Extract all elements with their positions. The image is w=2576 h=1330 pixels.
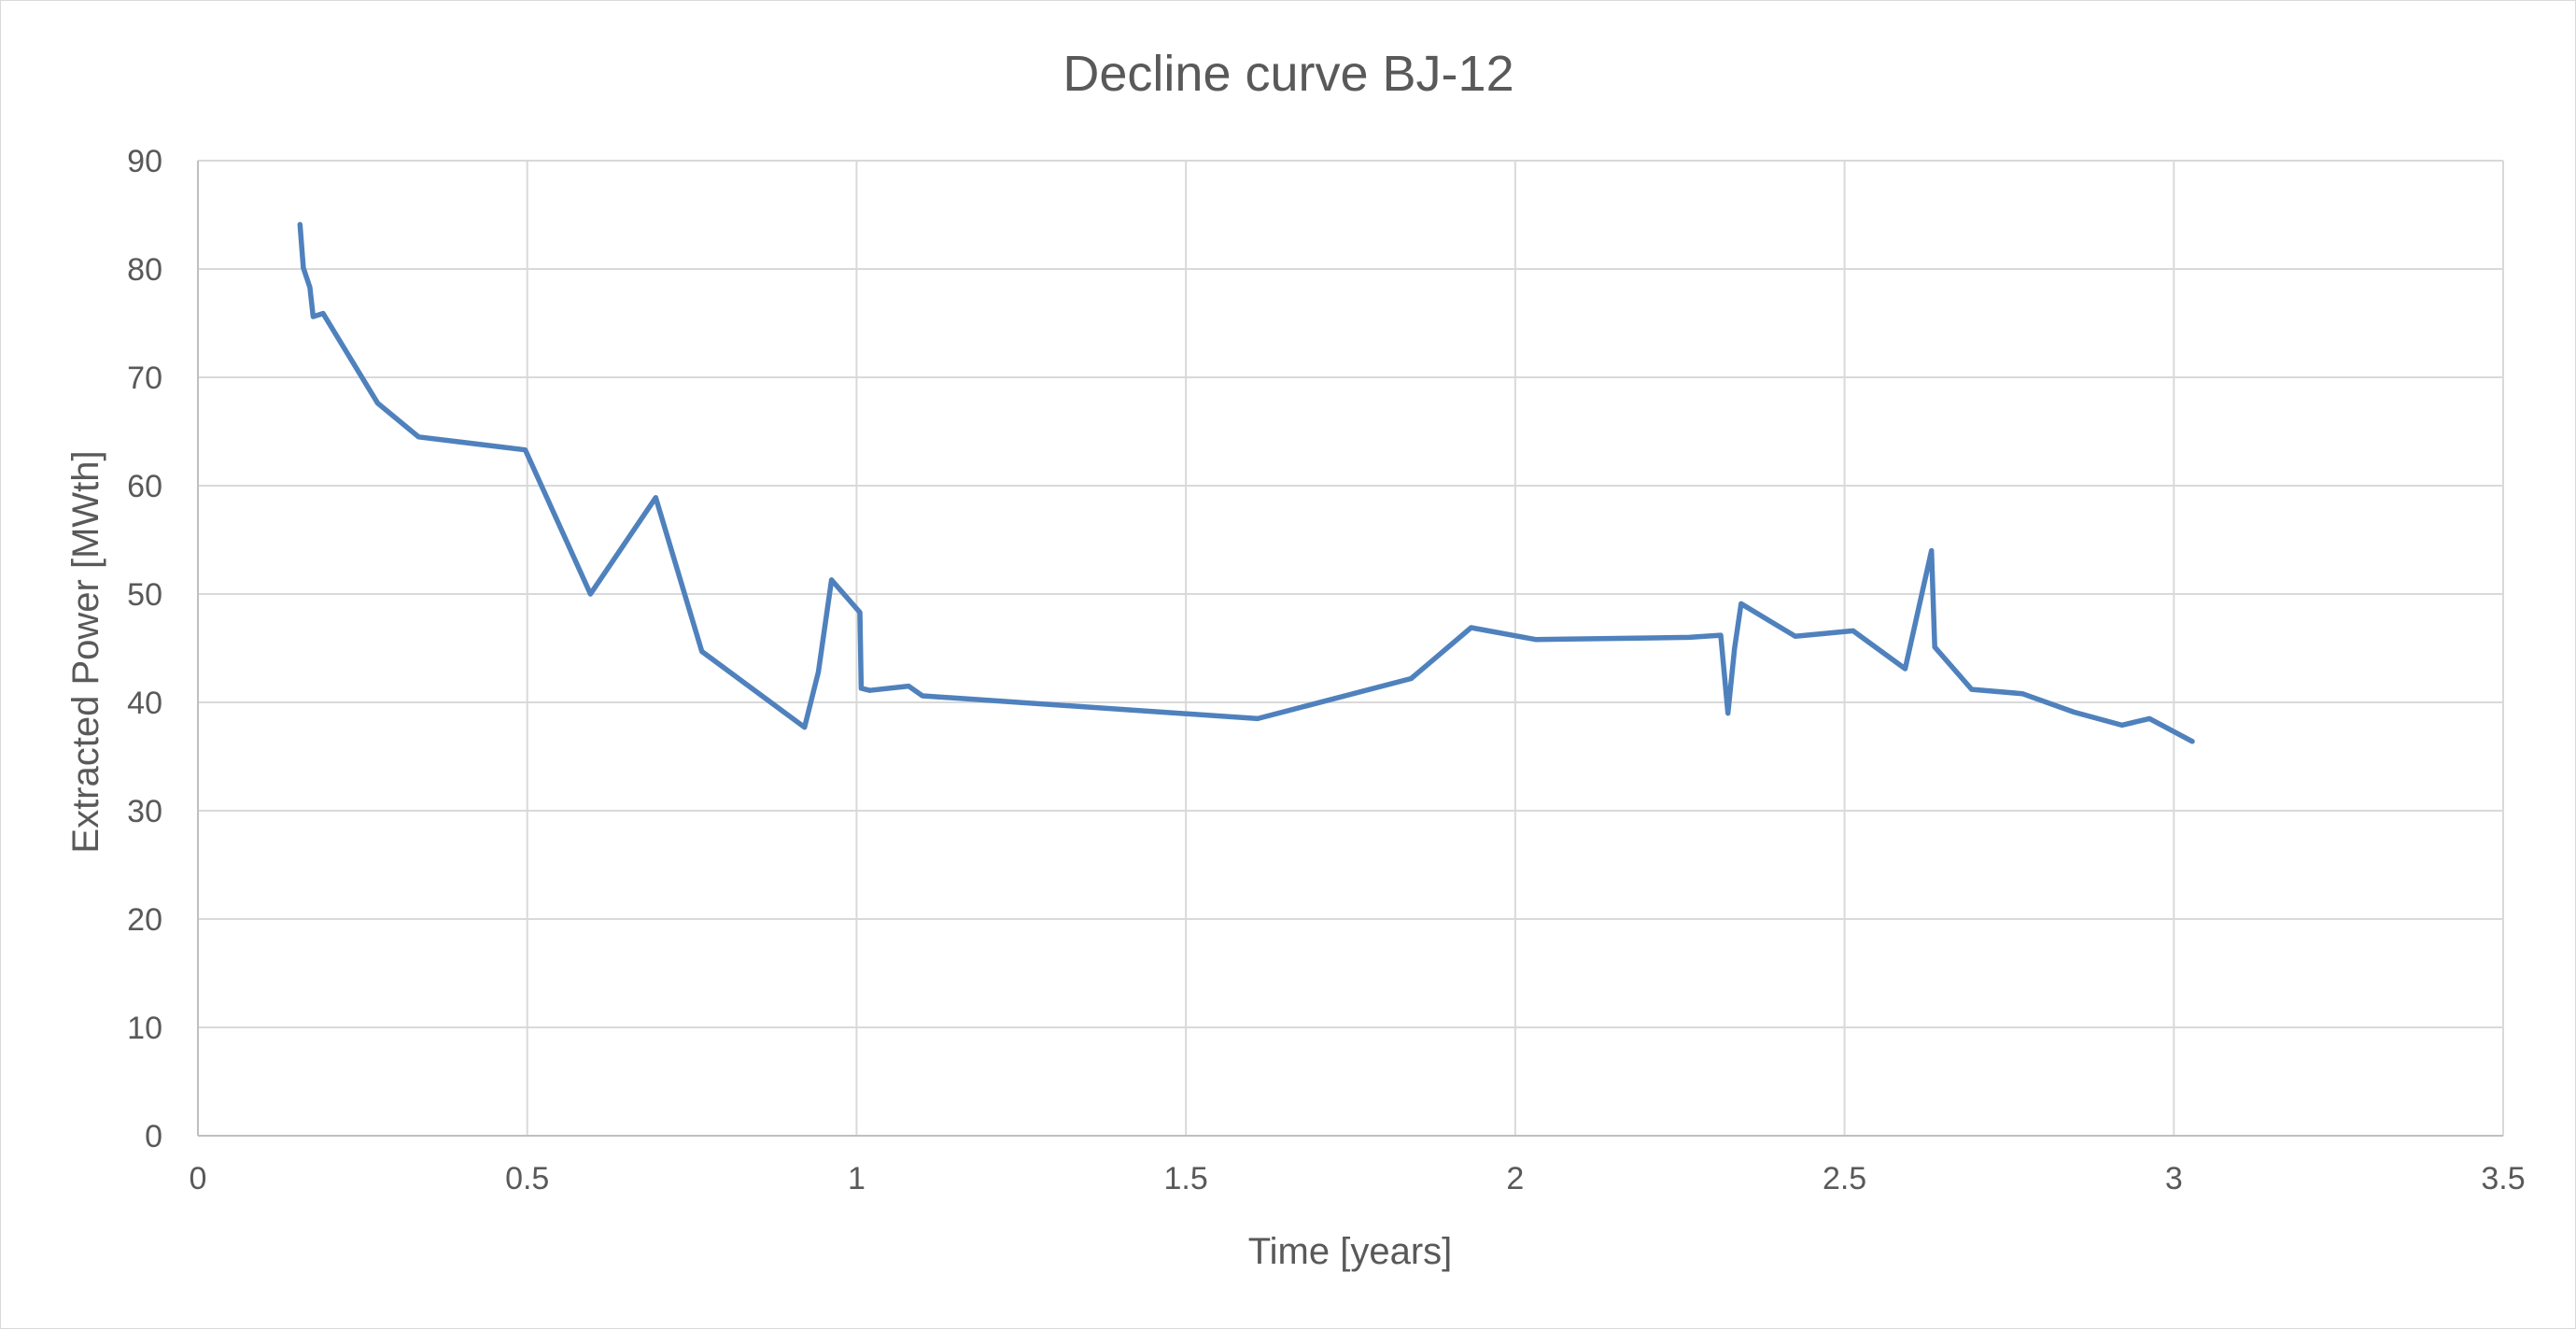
y-tick-label: 0	[145, 1119, 162, 1154]
y-tick-label: 90	[127, 144, 162, 179]
x-tick-label: 3	[2165, 1161, 2183, 1196]
y-tick-label: 50	[127, 577, 162, 613]
series-line	[297, 221, 2195, 744]
y-tick-label: 10	[127, 1011, 162, 1046]
x-tick-label: 3.5	[2481, 1161, 2525, 1196]
axes	[197, 161, 2503, 1137]
x-tick-label: 1.5	[1164, 1161, 1208, 1196]
y-tick-label: 20	[127, 902, 162, 938]
y-tick-label: 60	[127, 469, 162, 504]
x-tick-label: 1	[848, 1161, 866, 1196]
x-tick-label: 2	[1506, 1161, 1524, 1196]
chart-title: Decline curve BJ-12	[1063, 46, 1513, 102]
y-tick-label: 30	[127, 794, 162, 829]
y-tick-label: 40	[127, 686, 162, 721]
x-tick-label: 0.5	[505, 1161, 549, 1196]
gridlines	[198, 160, 2504, 1136]
tick-labels: 0 10 20 30 40 50 60 70 80 90 0 0.5 1 1.5 2 2.5 3 3.5	[127, 144, 2525, 1196]
x-tick-label: 2.5	[1823, 1161, 1866, 1196]
x-tick-label: 0	[190, 1161, 207, 1196]
y-tick-label: 80	[127, 252, 162, 288]
series-layer	[297, 221, 2195, 744]
y-axis-label: Extracted Power [MWth]	[65, 450, 106, 853]
y-tick-label: 70	[127, 361, 162, 396]
x-axis-label: Time [years]	[1248, 1231, 1453, 1272]
